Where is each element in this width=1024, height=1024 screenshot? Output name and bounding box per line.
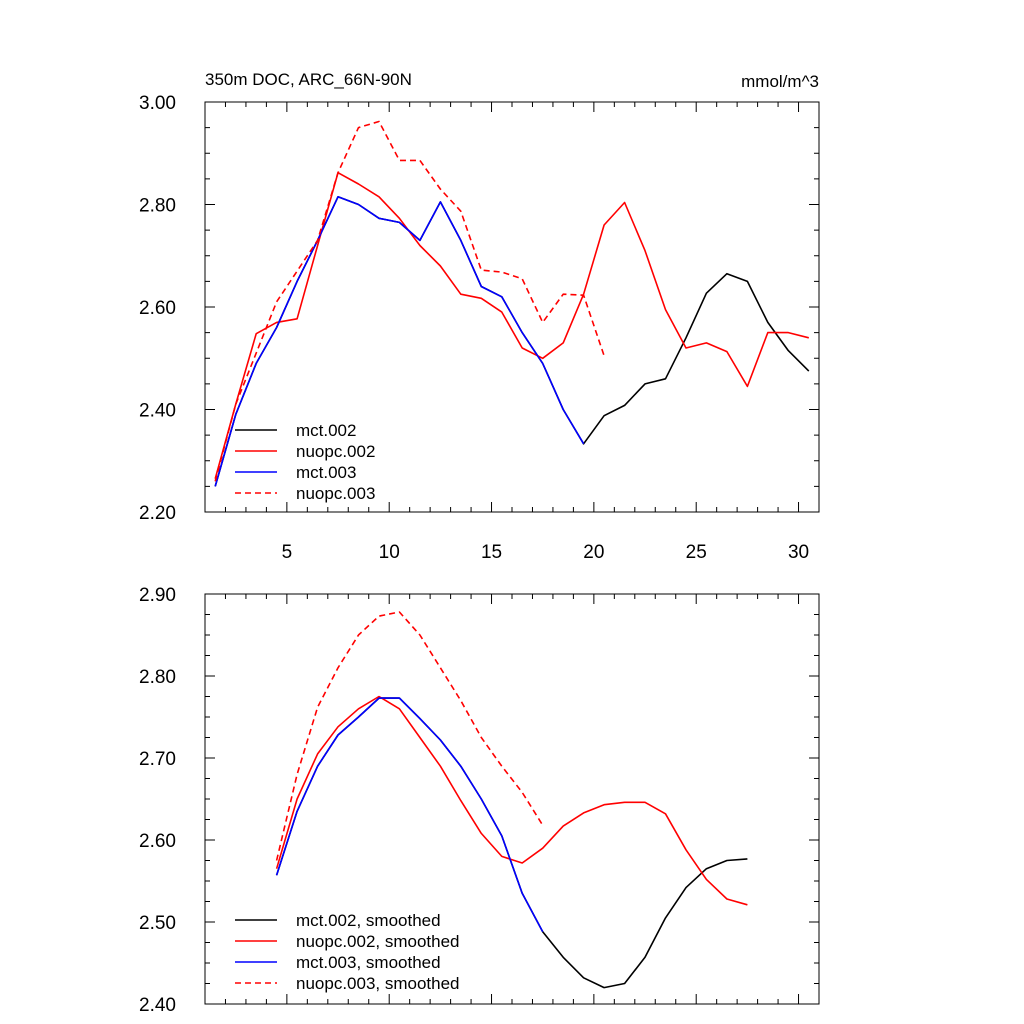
y-tick-label-bottom-1: 2.50 xyxy=(139,913,176,934)
y-tick-label-bottom-3: 2.70 xyxy=(139,749,176,770)
series-top xyxy=(214,120,810,487)
y-tick-label-top-4: 3.00 xyxy=(139,93,176,114)
series-line-bottom-2 xyxy=(275,697,544,933)
y-tick-label-bottom-2: 2.60 xyxy=(139,831,176,852)
axis-ticks-top: 2.20 2.40 2.60 2.80 3.00 5 10 15 20 25 30 xyxy=(139,93,820,563)
series-line-top-1 xyxy=(214,171,809,479)
panel-bottom: 2.40 2.50 2.60 2.70 2.80 2.90 mct.002, smooth… xyxy=(139,585,820,1016)
y-tick-label-top-2: 2.60 xyxy=(139,298,176,319)
x-tick-label-top-1: 10 xyxy=(379,542,400,563)
series-line-top-2 xyxy=(214,196,585,487)
x-tick-label-top-2: 15 xyxy=(481,542,502,563)
legend-label-bottom-0: mct.002, smoothed xyxy=(296,911,441,930)
y-tick-label-bottom-5: 2.90 xyxy=(139,585,176,606)
legend-label-top-0: mct.002 xyxy=(296,421,356,440)
series-bottom xyxy=(275,611,748,989)
y-tick-label-top-1: 2.40 xyxy=(139,401,176,422)
legend-label-top-1: nuopc.002 xyxy=(296,442,375,461)
axis-ticks-bottom: 2.40 2.50 2.60 2.70 2.80 2.90 xyxy=(139,585,820,1016)
y-tick-label-bottom-4: 2.80 xyxy=(139,667,176,688)
legend-label-top-3: nuopc.003 xyxy=(296,484,375,503)
legend-label-bottom-3: nuopc.003, smoothed xyxy=(296,974,460,993)
units-label: mmol/m^3 xyxy=(741,72,819,91)
series-line-top-3 xyxy=(214,120,605,482)
x-tick-label-top-3: 20 xyxy=(583,542,604,563)
legend-top: mct.002 nuopc.002 mct.003 nuopc.003 xyxy=(235,421,375,503)
legend-label-bottom-2: mct.003, smoothed xyxy=(296,953,441,972)
legend-bottom: mct.002, smoothed nuopc.002, smoothed mct.… xyxy=(235,911,460,993)
y-tick-label-top-3: 2.80 xyxy=(139,196,176,217)
x-tick-label-top-4: 25 xyxy=(686,542,707,563)
y-tick-label-bottom-0: 2.40 xyxy=(139,995,176,1016)
legend-label-bottom-1: nuopc.002, smoothed xyxy=(296,932,460,951)
panel-top: 350m DOC, ARC_66N-90N mmol/m^3 2.202.402… xyxy=(139,70,820,563)
y-tick-label-top-0: 2.20 xyxy=(139,503,176,524)
chart-title: 350m DOC, ARC_66N-90N xyxy=(205,70,412,89)
x-tick-label-top-0: 5 xyxy=(282,542,293,563)
x-tick-label-top-5: 30 xyxy=(788,542,809,563)
legend-label-top-2: mct.003 xyxy=(296,463,356,482)
series-line-bottom-1 xyxy=(275,695,748,906)
series-line-bottom-3 xyxy=(275,611,544,861)
